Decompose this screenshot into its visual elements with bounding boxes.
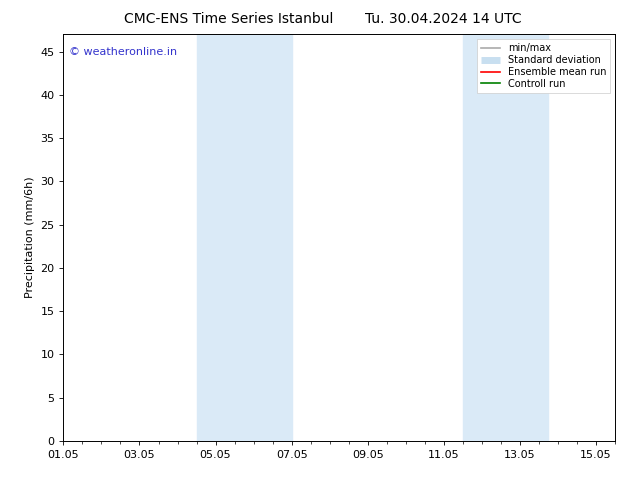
Text: Tu. 30.04.2024 14 UTC: Tu. 30.04.2024 14 UTC [365, 12, 522, 26]
Y-axis label: Precipitation (mm/6h): Precipitation (mm/6h) [25, 177, 35, 298]
Bar [197, 34, 292, 441]
Text: © weatheronline.in: © weatheronline.in [69, 47, 177, 56]
Legend: min/max, Standard deviation, Ensemble mean run, Controll run: min/max, Standard deviation, Ensemble me… [477, 39, 610, 93]
Text: CMC-ENS Time Series Istanbul: CMC-ENS Time Series Istanbul [124, 12, 333, 26]
Bar [463, 34, 548, 441]
